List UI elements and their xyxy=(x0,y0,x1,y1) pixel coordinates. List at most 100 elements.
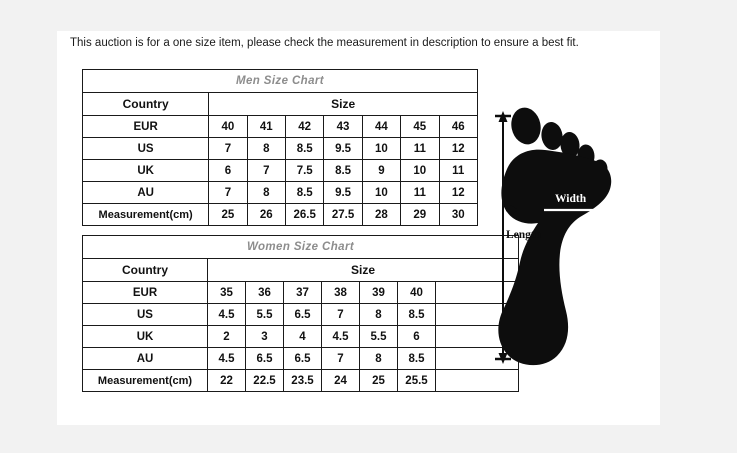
men-eur-5: 45 xyxy=(400,115,440,138)
table-row: UK 6 7 7.5 8.5 9 10 11 xyxy=(81,159,478,182)
women-chart-header-row: Country Size xyxy=(82,258,520,282)
table-row: Measurement(cm) 22 22.5 23.5 24 25 25.5 xyxy=(82,369,520,392)
men-eur-6: 46 xyxy=(438,115,478,138)
women-au-4: 8 xyxy=(359,347,398,370)
men-meas-5: 29 xyxy=(400,203,440,226)
women-size-chart-table: Women Size Chart Country Size EUR 35 36 … xyxy=(81,235,520,392)
women-meas-0: 22 xyxy=(207,369,246,392)
women-us-3: 7 xyxy=(321,303,360,326)
table-row: AU 4.5 6.5 6.5 7 8 8.5 xyxy=(82,347,520,370)
women-row-label-eur: EUR xyxy=(82,281,208,304)
men-eur-1: 41 xyxy=(246,115,287,138)
women-au-1: 6.5 xyxy=(245,347,284,370)
women-uk-5: 6 xyxy=(397,325,436,348)
women-chart-title-row: Women Size Chart xyxy=(81,235,520,259)
women-meas-5: 25.5 xyxy=(397,369,436,392)
men-size-header: Size xyxy=(208,92,478,116)
men-meas-1: 26 xyxy=(246,203,287,226)
men-meas-3: 27.5 xyxy=(323,203,363,226)
table-row: US 4.5 5.5 6.5 7 8 8.5 xyxy=(82,303,520,326)
men-us-6: 12 xyxy=(438,137,478,160)
men-uk-2: 7.5 xyxy=(284,159,325,182)
women-eur-3: 38 xyxy=(321,281,360,304)
men-eur-4: 44 xyxy=(361,115,402,138)
length-dimension-arrow xyxy=(495,111,511,364)
women-uk-0: 2 xyxy=(207,325,246,348)
women-us-2: 6.5 xyxy=(283,303,322,326)
men-us-1: 8 xyxy=(246,137,287,160)
foot-measurement-diagram: Length Width xyxy=(490,105,650,370)
women-eur-2: 37 xyxy=(283,281,322,304)
men-us-4: 10 xyxy=(361,137,402,160)
men-meas-6: 30 xyxy=(438,203,478,226)
women-meas-blank xyxy=(434,369,520,392)
women-us-4: 8 xyxy=(359,303,398,326)
men-size-chart-table: Men Size Chart Country Size EUR 40 41 42… xyxy=(81,69,478,226)
table-row: AU 7 8 8.5 9.5 10 11 12 xyxy=(81,181,478,204)
women-au-5: 8.5 xyxy=(397,347,436,370)
women-meas-3: 24 xyxy=(321,369,360,392)
women-uk-2: 4 xyxy=(283,325,322,348)
women-eur-5: 40 xyxy=(397,281,436,304)
women-country-header: Country xyxy=(82,258,208,282)
men-eur-2: 42 xyxy=(284,115,325,138)
women-eur-0: 35 xyxy=(207,281,246,304)
men-meas-2: 26.5 xyxy=(284,203,325,226)
width-label: Width xyxy=(555,193,587,205)
women-uk-1: 3 xyxy=(245,325,284,348)
men-row-label-measurement: Measurement(cm) xyxy=(81,203,210,226)
women-row-label-measurement: Measurement(cm) xyxy=(82,369,208,392)
women-au-2: 6.5 xyxy=(283,347,322,370)
men-uk-6: 11 xyxy=(438,159,478,182)
women-au-3: 7 xyxy=(321,347,360,370)
men-country-header: Country xyxy=(81,92,210,116)
table-row: EUR 40 41 42 43 44 45 46 xyxy=(81,115,478,138)
men-au-3: 9.5 xyxy=(323,181,363,204)
women-us-5: 8.5 xyxy=(397,303,436,326)
women-meas-2: 23.5 xyxy=(283,369,322,392)
women-meas-1: 22.5 xyxy=(245,369,284,392)
women-row-label-us: US xyxy=(82,303,208,326)
men-uk-5: 10 xyxy=(400,159,440,182)
women-size-header: Size xyxy=(206,258,520,282)
men-chart-title: Men Size Chart xyxy=(82,69,478,93)
men-au-4: 10 xyxy=(361,181,402,204)
men-uk-0: 6 xyxy=(208,159,248,182)
table-row: EUR 35 36 37 38 39 40 xyxy=(82,281,520,304)
men-au-2: 8.5 xyxy=(284,181,325,204)
men-us-3: 9.5 xyxy=(323,137,363,160)
women-row-label-uk: UK xyxy=(82,325,208,348)
men-row-label-eur: EUR xyxy=(81,115,210,138)
women-uk-3: 4.5 xyxy=(321,325,360,348)
women-eur-1: 36 xyxy=(245,281,284,304)
women-eur-4: 39 xyxy=(359,281,398,304)
men-us-2: 8.5 xyxy=(284,137,325,160)
table-row: US 7 8 8.5 9.5 10 11 12 xyxy=(81,137,478,160)
men-au-6: 12 xyxy=(438,181,478,204)
table-row: UK 2 3 4 4.5 5.5 6 xyxy=(82,325,520,348)
men-au-5: 11 xyxy=(400,181,440,204)
men-uk-1: 7 xyxy=(246,159,287,182)
men-eur-3: 43 xyxy=(323,115,363,138)
men-row-label-us: US xyxy=(81,137,210,160)
men-au-1: 8 xyxy=(246,181,287,204)
men-row-label-uk: UK xyxy=(81,159,210,182)
men-eur-0: 40 xyxy=(208,115,248,138)
men-chart-title-row: Men Size Chart xyxy=(82,69,478,93)
women-au-0: 4.5 xyxy=(207,347,246,370)
footprint-icon xyxy=(498,107,612,366)
men-row-label-au: AU xyxy=(81,181,210,204)
intro-text: This auction is for a one size item, ple… xyxy=(70,37,579,49)
women-us-0: 4.5 xyxy=(207,303,246,326)
men-us-5: 11 xyxy=(400,137,440,160)
men-au-0: 7 xyxy=(208,181,248,204)
length-label: Length xyxy=(506,229,542,241)
men-us-0: 7 xyxy=(208,137,248,160)
width-dimension-arrow xyxy=(506,203,620,217)
women-us-1: 5.5 xyxy=(245,303,284,326)
women-row-label-au: AU xyxy=(82,347,208,370)
women-chart-title: Women Size Chart xyxy=(81,235,520,259)
men-uk-4: 9 xyxy=(361,159,402,182)
men-uk-3: 8.5 xyxy=(323,159,363,182)
